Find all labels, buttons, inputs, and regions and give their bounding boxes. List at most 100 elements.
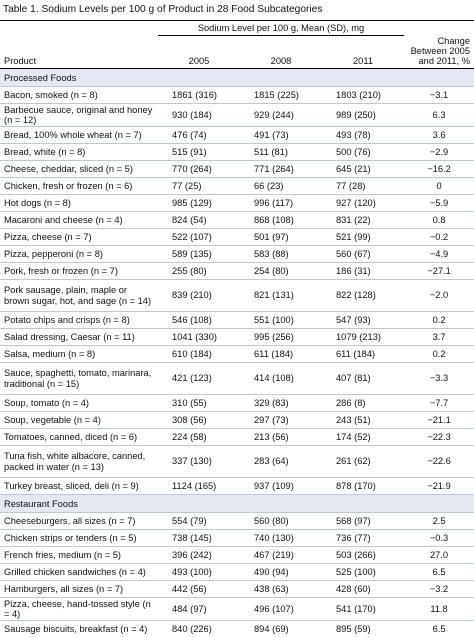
product-cell: Salsa, medium (n = 8) bbox=[0, 346, 158, 363]
table-row: Hot dogs (n = 8)985 (129)996 (117)927 (1… bbox=[0, 195, 474, 212]
change-cell: −21.1 bbox=[404, 412, 474, 429]
product-cell: Bread, white (n = 8) bbox=[0, 144, 158, 161]
value-2011-cell: 286 (8) bbox=[322, 395, 404, 412]
change-cell: 11.8 bbox=[404, 598, 474, 621]
value-2008-cell: 929 (244) bbox=[240, 104, 322, 127]
value-2011-cell: 521 (99) bbox=[322, 229, 404, 246]
value-2005-cell: 396 (242) bbox=[158, 547, 240, 564]
value-2008-cell: 937 (109) bbox=[240, 478, 322, 495]
product-cell: Pizza, cheese (n = 7) bbox=[0, 229, 158, 246]
value-2011-cell: 541 (170) bbox=[322, 598, 404, 621]
value-2005-cell: 589 (135) bbox=[158, 246, 240, 263]
change-cell: −2.0 bbox=[404, 280, 474, 312]
table-row: Salad dressing, Caesar (n = 11)1041 (330… bbox=[0, 329, 474, 346]
table-row: Turkey breast, sliced, deli (n = 9)1124 … bbox=[0, 478, 474, 495]
value-2005-cell: 839 (210) bbox=[158, 280, 240, 312]
change-cell: −16.2 bbox=[404, 161, 474, 178]
value-2005-cell: 840 (226) bbox=[158, 621, 240, 637]
table-row: Hamburgers, all sizes (n = 7)442 (56)438… bbox=[0, 581, 474, 598]
value-2008-cell: 254 (80) bbox=[240, 263, 322, 280]
value-2005-cell: 476 (74) bbox=[158, 127, 240, 144]
product-cell: Bread, 100% whole wheat (n = 7) bbox=[0, 127, 158, 144]
value-2008-cell: 868 (108) bbox=[240, 212, 322, 229]
change-cell: −22.6 bbox=[404, 446, 474, 478]
value-2005-cell: 985 (129) bbox=[158, 195, 240, 212]
product-cell: Hamburgers, all sizes (n = 7) bbox=[0, 581, 158, 598]
value-2011-cell: 878 (170) bbox=[322, 478, 404, 495]
product-cell: Macaroni and cheese (n = 4) bbox=[0, 212, 158, 229]
change-cell: 2.5 bbox=[404, 513, 474, 530]
value-2008-cell: 894 (69) bbox=[240, 621, 322, 637]
value-2011-cell: 243 (51) bbox=[322, 412, 404, 429]
value-2008-cell: 496 (107) bbox=[240, 598, 322, 621]
value-2008-cell: 283 (64) bbox=[240, 446, 322, 478]
table-row: Chicken, fresh or frozen (n = 6)77 (25)6… bbox=[0, 178, 474, 195]
value-2008-cell: 611 (184) bbox=[240, 346, 322, 363]
product-cell: Pork sausage, plain, maple or brown suga… bbox=[0, 280, 158, 312]
value-2005-cell: 522 (107) bbox=[158, 229, 240, 246]
section-label: Processed Foods bbox=[0, 69, 474, 87]
change-cell: −0.2 bbox=[404, 229, 474, 246]
value-2011-cell: 77 (28) bbox=[322, 178, 404, 195]
value-2011-cell: 547 (93) bbox=[322, 312, 404, 329]
value-2011-cell: 1803 (210) bbox=[322, 87, 404, 104]
value-2008-cell: 583 (88) bbox=[240, 246, 322, 263]
value-2008-cell: 551 (100) bbox=[240, 312, 322, 329]
product-cell: Sauce, spaghetti, tomato, marinara, trad… bbox=[0, 363, 158, 395]
value-2005-cell: 310 (55) bbox=[158, 395, 240, 412]
value-2008-cell: 511 (81) bbox=[240, 144, 322, 161]
value-2011-cell: 560 (67) bbox=[322, 246, 404, 263]
change-cell: 3.7 bbox=[404, 329, 474, 346]
table-row: Soup, tomato (n = 4)310 (55)329 (83)286 … bbox=[0, 395, 474, 412]
section-row: Processed Foods bbox=[0, 69, 474, 87]
value-2011-cell: 611 (184) bbox=[322, 346, 404, 363]
value-2008-cell: 414 (108) bbox=[240, 363, 322, 395]
change-cell: 0.8 bbox=[404, 212, 474, 229]
table-row: Chicken strips or tenders (n = 5)738 (14… bbox=[0, 530, 474, 547]
table-row: Sausage biscuits, breakfast (n = 4)840 (… bbox=[0, 621, 474, 637]
value-2005-cell: 1124 (165) bbox=[158, 478, 240, 495]
change-cell: −22.3 bbox=[404, 429, 474, 446]
value-2008-cell: 297 (73) bbox=[240, 412, 322, 429]
product-cell: Pizza, pepperoni (n = 8) bbox=[0, 246, 158, 263]
value-2005-cell: 308 (56) bbox=[158, 412, 240, 429]
value-2005-cell: 770 (264) bbox=[158, 161, 240, 178]
value-2008-cell: 771 (264) bbox=[240, 161, 322, 178]
product-cell: Tuna fish, white albacore, canned, packe… bbox=[0, 446, 158, 478]
sodium-level-span-header: Sodium Level per 100 g, Mean (SD), mg bbox=[158, 21, 404, 36]
value-2008-cell: 995 (256) bbox=[240, 329, 322, 346]
product-cell: Chicken strips or tenders (n = 5) bbox=[0, 530, 158, 547]
table-row: Macaroni and cheese (n = 4)824 (54)868 (… bbox=[0, 212, 474, 229]
change-cell: −5.9 bbox=[404, 195, 474, 212]
change-cell: −4.9 bbox=[404, 246, 474, 263]
value-2011-cell: 503 (266) bbox=[322, 547, 404, 564]
product-cell: French fries, medium (n = 5) bbox=[0, 547, 158, 564]
value-2008-cell: 560 (80) bbox=[240, 513, 322, 530]
value-2005-cell: 224 (58) bbox=[158, 429, 240, 446]
value-2008-cell: 490 (94) bbox=[240, 564, 322, 581]
table-row: Bread, white (n = 8)515 (91)511 (81)500 … bbox=[0, 144, 474, 161]
value-2005-cell: 77 (25) bbox=[158, 178, 240, 195]
product-cell: Cheese, cheddar, sliced (n = 5) bbox=[0, 161, 158, 178]
table-row: Grilled chicken sandwiches (n = 4)493 (1… bbox=[0, 564, 474, 581]
table-row: French fries, medium (n = 5)396 (242)467… bbox=[0, 547, 474, 564]
value-2008-cell: 438 (63) bbox=[240, 581, 322, 598]
change-cell: 0.2 bbox=[404, 346, 474, 363]
value-2008-cell: 740 (130) bbox=[240, 530, 322, 547]
value-2008-cell: 821 (131) bbox=[240, 280, 322, 312]
product-cell: Pizza, cheese, hand-tossed style (n = 4) bbox=[0, 598, 158, 621]
value-2008-cell: 491 (73) bbox=[240, 127, 322, 144]
year-2008-header: 2008 bbox=[240, 36, 322, 69]
table-row: Barbecue sauce, original and honey (n = … bbox=[0, 104, 474, 127]
table-row: Bacon, smoked (n = 8)1861 (316)1815 (225… bbox=[0, 87, 474, 104]
value-2008-cell: 467 (219) bbox=[240, 547, 322, 564]
value-2005-cell: 554 (79) bbox=[158, 513, 240, 530]
value-2005-cell: 442 (56) bbox=[158, 581, 240, 598]
table-row: Bread, 100% whole wheat (n = 7)476 (74)4… bbox=[0, 127, 474, 144]
product-cell: Potato chips and crisps (n = 8) bbox=[0, 312, 158, 329]
change-cell: −3.1 bbox=[404, 87, 474, 104]
table-row: Cheese, cheddar, sliced (n = 5)770 (264)… bbox=[0, 161, 474, 178]
table-row: Soup, vegetable (n = 4)308 (56)297 (73)2… bbox=[0, 412, 474, 429]
value-2011-cell: 568 (97) bbox=[322, 513, 404, 530]
value-2011-cell: 261 (62) bbox=[322, 446, 404, 478]
